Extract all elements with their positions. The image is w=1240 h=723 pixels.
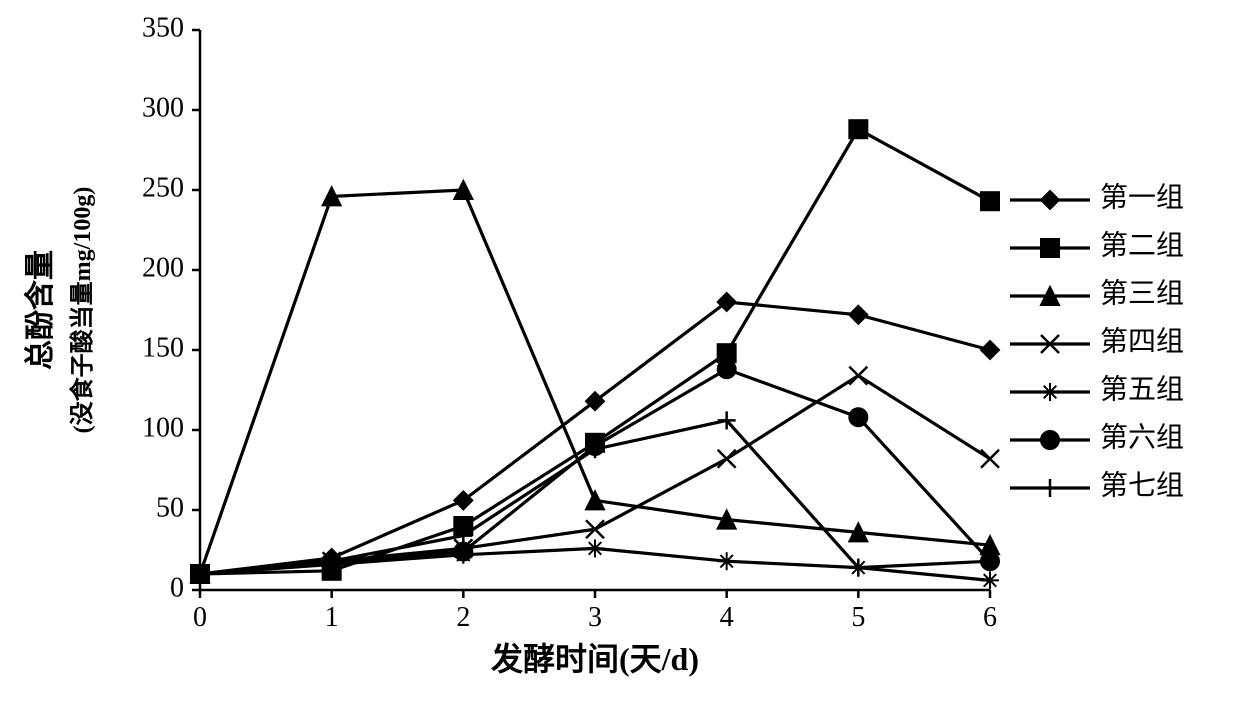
legend-item-5: 第五组: [1010, 373, 1184, 405]
legend-label: 第四组: [1100, 325, 1184, 357]
svg-text:50: 50: [156, 492, 184, 523]
legend-label: 第五组: [1100, 373, 1184, 405]
legend-label: 第六组: [1100, 421, 1184, 453]
y-axis-label-2: (没食子酸当量mg/100g): [68, 187, 96, 434]
svg-text:6: 6: [983, 602, 997, 633]
legend-item-2: 第二组: [1010, 229, 1184, 261]
svg-text:200: 200: [142, 252, 184, 283]
x-axis-label: 发酵时间(天/d): [491, 641, 699, 677]
chart-container: 0 50 100 150 200 250 300 350 0 1 2 3 4 5 6 发酵时间(天/d) 总酚含…: [0, 0, 1240, 723]
svg-text:300: 300: [142, 92, 184, 123]
legend-label: 第三组: [1100, 277, 1184, 309]
legend-item-6: 第六组: [1010, 421, 1184, 453]
svg-text:250: 250: [142, 172, 184, 203]
svg-text:350: 350: [142, 12, 184, 43]
svg-text:0: 0: [193, 602, 207, 633]
svg-text:2: 2: [456, 602, 470, 633]
legend-label: 第二组: [1100, 229, 1184, 261]
legend-item-4: 第四组: [1010, 325, 1184, 357]
svg-text:5: 5: [851, 602, 865, 633]
svg-text:0: 0: [170, 572, 184, 603]
line-chart: 0 50 100 150 200 250 300 350 0 1 2 3 4 5 6 发酵时间(天/d) 总酚含…: [0, 0, 1240, 723]
svg-text:1: 1: [325, 602, 339, 633]
legend-item-7: 第七组: [1010, 469, 1184, 501]
svg-text:100: 100: [142, 412, 184, 443]
svg-text:150: 150: [142, 332, 184, 363]
series-3: [191, 181, 999, 583]
svg-text:4: 4: [720, 602, 734, 633]
y-axis-label-1: 总酚含量: [23, 250, 57, 370]
legend-item-1: 第一组: [1010, 181, 1184, 213]
legend-label: 第一组: [1100, 181, 1184, 213]
series-2: [191, 120, 999, 583]
svg-text:3: 3: [588, 602, 602, 633]
legend-label: 第七组: [1100, 469, 1184, 501]
legend-item-3: 第三组: [1010, 277, 1184, 309]
